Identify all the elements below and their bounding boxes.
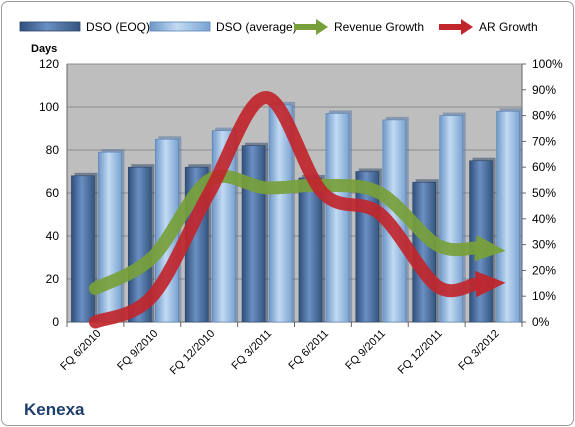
legend-swatch	[19, 21, 81, 32]
ar-growth-line	[88, 91, 483, 329]
x-tick-label: FQ 12/2011	[396, 328, 445, 377]
legend-swatch	[149, 21, 211, 32]
y-tick-label: 100	[39, 100, 59, 114]
y-axis-title: Days	[31, 43, 57, 55]
x-tick-label: FQ 9/2010	[115, 328, 160, 373]
legend-label: Revenue Growth	[334, 20, 424, 34]
revenue-growth-line	[88, 169, 483, 295]
company-name: Kenexa	[24, 400, 85, 419]
revenue-growth-arrowhead	[474, 234, 506, 262]
y-tick-label: 20	[46, 272, 60, 286]
bar-dso-average	[439, 115, 463, 323]
bar-dso-average	[496, 111, 520, 323]
y-tick-label: 120	[39, 57, 59, 71]
x-tick-label: FQ 6/2010	[58, 328, 103, 373]
y-tick-label: 60	[46, 186, 60, 200]
x-tick-label: FQ 12/2010	[168, 328, 218, 378]
y2-tick-label: 70%	[532, 134, 556, 148]
y2-tick-label: 0%	[532, 315, 550, 329]
y-tick-label: 0	[52, 315, 59, 329]
legend-label: AR Growth	[479, 20, 538, 34]
bar-dso-average	[98, 151, 122, 323]
y2-tick-label: 50%	[532, 186, 556, 200]
legend-label: DSO (average)	[216, 20, 297, 34]
ar-growth-arrowhead	[474, 270, 506, 298]
legend-item: DSO (EOQ)	[19, 20, 150, 34]
legend-item: AR Growth	[439, 19, 538, 35]
y2-tick-label: 20%	[532, 263, 556, 277]
bar-dso-eoq	[71, 175, 95, 323]
legend-arrowhead	[461, 19, 473, 35]
legend-arrowhead	[316, 19, 328, 35]
y-tick-label: 40	[46, 229, 60, 243]
x-tick-label: FQ 6/2011	[286, 328, 331, 373]
bar-dso-eoq	[128, 166, 152, 323]
x-tick-label: FQ 9/2011	[343, 328, 388, 373]
bar-dso-eoq	[241, 145, 266, 323]
x-tick-label: FQ 3/2012	[456, 328, 501, 373]
y-tick-label: 80	[46, 143, 60, 157]
bar-dso-eoq	[298, 177, 323, 323]
y2-tick-label: 100%	[532, 57, 563, 71]
y2-tick-label: 80%	[532, 109, 556, 123]
y2-tick-label: 10%	[532, 289, 556, 303]
y2-tick-label: 60%	[532, 160, 556, 174]
legend-item: Revenue Growth	[294, 19, 424, 35]
legend-item: DSO (average)	[149, 20, 297, 34]
y2-tick-label: 40%	[532, 212, 556, 226]
y2-tick-label: 90%	[532, 83, 556, 97]
bar-dso-average	[325, 113, 350, 323]
y2-tick-label: 30%	[532, 238, 556, 252]
legend-label: DSO (EOQ)	[86, 20, 150, 34]
x-tick-label: FQ 3/2011	[230, 328, 275, 373]
